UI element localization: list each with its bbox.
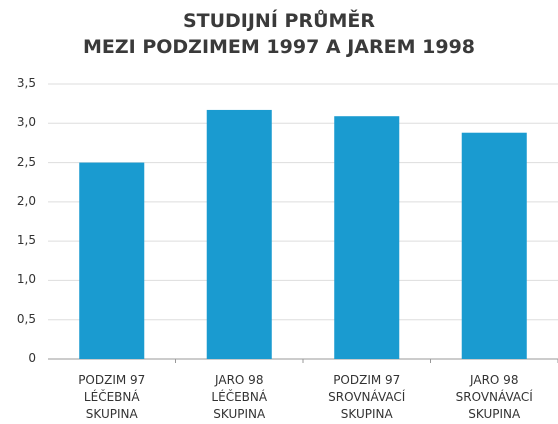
y-tick-label: 2,5 xyxy=(16,154,36,169)
y-tick-label: 0 xyxy=(28,351,36,365)
y-tick-label: 0,5 xyxy=(16,311,36,326)
y-tick-label: 2,0 xyxy=(16,193,36,208)
chart-title: STUDIJNÍ PRŮMĚR MEZI PODZIMEM 1997 A JAR… xyxy=(82,10,476,58)
bar xyxy=(334,116,400,359)
y-tick-label: 1,5 xyxy=(16,233,36,248)
y-tick-label: 3,0 xyxy=(16,115,36,130)
x-tick-label: PODZIM 97 SROVNÁVACÍ SKUPINA xyxy=(328,373,406,421)
x-tick-label: JARO 98 LÉČEBNÁ SKUPINA xyxy=(211,373,268,421)
bar xyxy=(461,132,527,359)
x-tick-label: JARO 98 SROVNÁVACÍ SKUPINA xyxy=(455,373,533,421)
y-tick-label: 1,0 xyxy=(16,272,36,287)
y-tick-label: 3,5 xyxy=(16,76,36,90)
bar xyxy=(206,109,272,359)
x-tick-label: PODZIM 97 LÉČEBNÁ SKUPINA xyxy=(78,373,146,421)
bar xyxy=(79,162,145,359)
